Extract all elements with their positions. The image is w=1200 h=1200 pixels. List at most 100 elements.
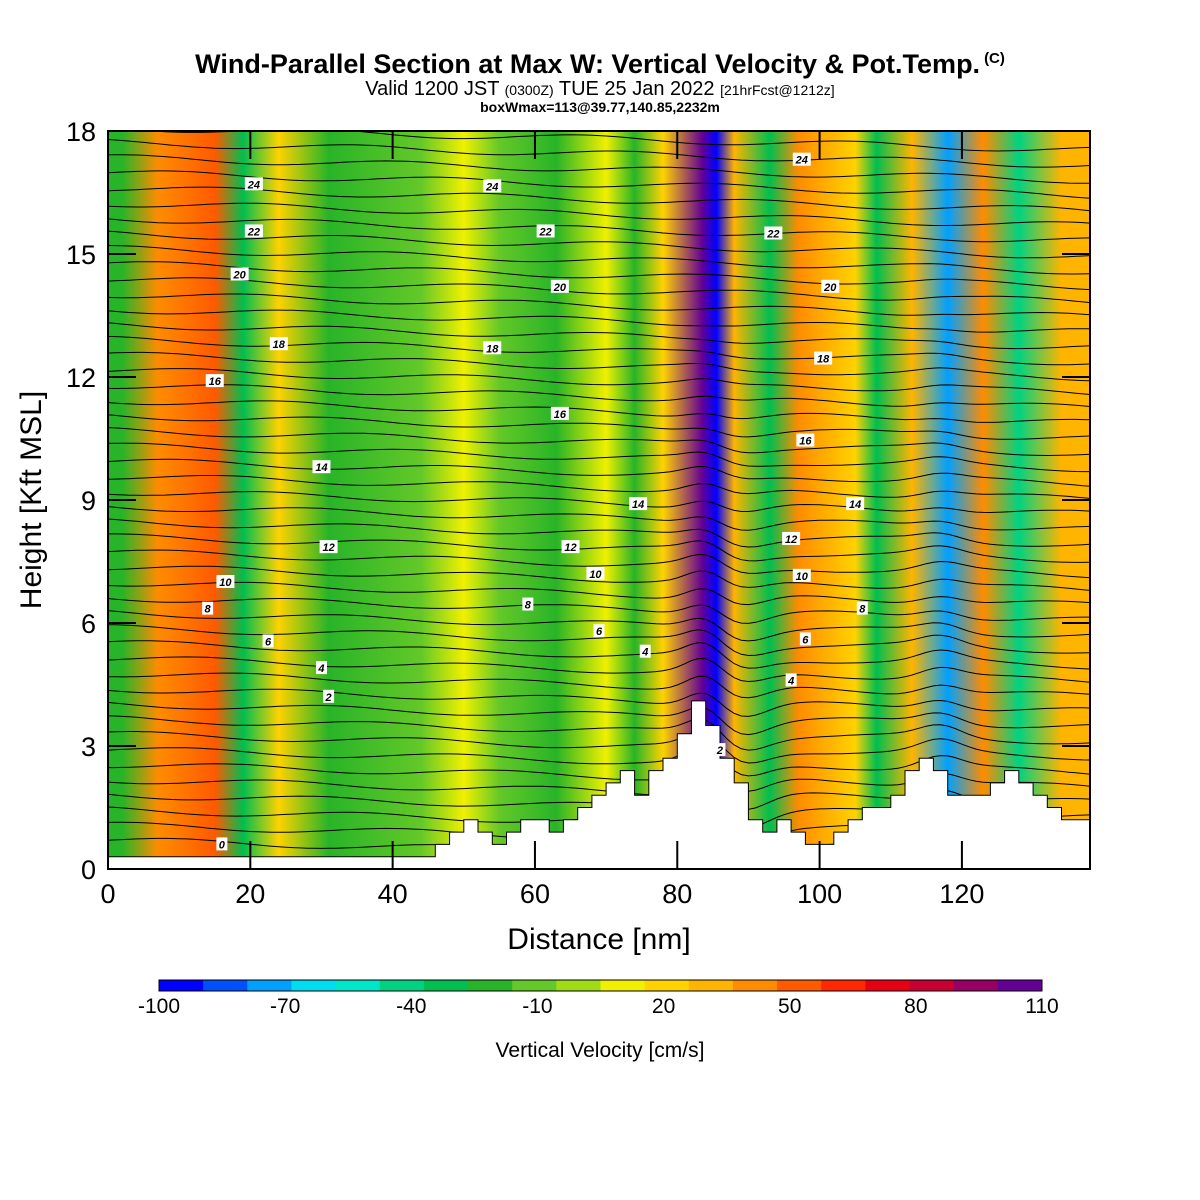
contour-label-text: 2 bbox=[325, 692, 332, 704]
theta-contour-line bbox=[108, 442, 1090, 473]
contour-label-bg bbox=[561, 540, 580, 554]
theta-contour-line bbox=[108, 154, 1090, 184]
chart-title-block: Wind-Parallel Section at Max W: Vertical… bbox=[0, 44, 1200, 114]
y-axis: 0 3 6 9 12 15 18 bbox=[66, 117, 1090, 885]
contour-label-bg bbox=[536, 224, 555, 238]
contour-label-bg bbox=[792, 152, 811, 166]
contour-label-text: 20 bbox=[823, 282, 837, 294]
theta-contour-line bbox=[108, 230, 1090, 259]
colorbar-swatch bbox=[600, 980, 646, 991]
contour-label-text: 14 bbox=[849, 499, 861, 511]
y-tick-label: 15 bbox=[66, 240, 96, 270]
x-tick-label: 60 bbox=[520, 879, 550, 909]
contour-label-bg bbox=[639, 644, 651, 658]
x-tick-label: 100 bbox=[797, 879, 842, 909]
contour-label-bg bbox=[629, 497, 648, 511]
theta-contour-line bbox=[108, 427, 1090, 457]
utc-time: (0300Z) bbox=[504, 82, 554, 98]
contour-label-text: 24 bbox=[485, 181, 498, 193]
contour-label-text: 18 bbox=[817, 354, 830, 366]
contour-label-bg bbox=[323, 689, 335, 703]
contour-label: 2 bbox=[323, 689, 335, 704]
theta-contour-line bbox=[108, 730, 1090, 764]
contour-label: 12 bbox=[782, 531, 801, 546]
contour-label-text: 4 bbox=[317, 663, 324, 675]
contour-label-text: 4 bbox=[787, 675, 794, 687]
valid-time: Valid 1200 JST bbox=[365, 78, 500, 100]
x-tick-label: 40 bbox=[378, 879, 408, 909]
y-tick-label: 9 bbox=[81, 486, 96, 516]
contour-label-text: 16 bbox=[799, 436, 812, 448]
x-axis: 0 20 40 60 80 100 120 bbox=[100, 131, 984, 909]
contour-label: 16 bbox=[550, 406, 569, 421]
x-tick-label: 0 bbox=[100, 879, 115, 909]
contour-label-bg bbox=[244, 177, 263, 191]
theta-contour-line bbox=[108, 518, 1090, 548]
contour-label-text: 20 bbox=[553, 282, 567, 294]
theta-contour-line bbox=[108, 701, 1090, 736]
colorbar-tick-label: -40 bbox=[396, 995, 426, 1018]
colorbar-swatch bbox=[556, 980, 601, 991]
contour-label: 8 bbox=[202, 601, 214, 616]
contour-label-bg bbox=[593, 624, 605, 638]
contour-label: 14 bbox=[312, 460, 331, 474]
contour-label-text: 14 bbox=[632, 499, 644, 511]
colorbar-swatch bbox=[777, 980, 822, 991]
y-tick-label: 0 bbox=[81, 855, 96, 885]
theta-contour-line bbox=[108, 368, 1090, 395]
contour-label-bg bbox=[821, 279, 840, 293]
contour-label: 22 bbox=[536, 224, 555, 238]
colorbar-swatch bbox=[335, 980, 381, 991]
chart-box-info: boxWmax=113@39.77,140.85,2232m bbox=[480, 99, 720, 115]
y-tick-label: 18 bbox=[66, 117, 96, 147]
contour-label: 18 bbox=[269, 337, 288, 351]
theta-contour-line bbox=[108, 715, 1090, 751]
contour-label: 10 bbox=[586, 566, 605, 581]
contour-label: 12 bbox=[561, 540, 580, 554]
contour-label-bg bbox=[269, 337, 288, 351]
contour-label-bg bbox=[230, 267, 249, 281]
contour-label-bg bbox=[586, 566, 605, 580]
contour-label: 16 bbox=[796, 433, 815, 448]
contour-label-bg bbox=[846, 497, 865, 511]
contour-label: 16 bbox=[205, 374, 224, 388]
contour-label-bg bbox=[216, 575, 235, 588]
contour-label-bg bbox=[856, 601, 868, 615]
colorbar-swatch bbox=[379, 980, 425, 991]
contour-label-text: 4 bbox=[641, 647, 648, 659]
contour-label: 18 bbox=[814, 351, 833, 366]
theta-contour-line bbox=[108, 506, 1090, 531]
theta-contour-line bbox=[108, 202, 1090, 226]
contour-label-bg bbox=[483, 179, 502, 193]
colorbar-swatch bbox=[512, 980, 557, 991]
contour-label-text: 8 bbox=[525, 600, 532, 612]
y-tick-label: 12 bbox=[66, 363, 96, 393]
y-tick-label: 3 bbox=[81, 732, 96, 762]
theta-contour-line bbox=[108, 186, 1090, 212]
contour-label-text: 6 bbox=[596, 626, 603, 638]
contour-label-bg bbox=[714, 743, 726, 757]
colorbar-swatch bbox=[423, 980, 469, 991]
contour-label: 8 bbox=[856, 601, 868, 616]
contour-label: 12 bbox=[319, 540, 338, 554]
colorbar-tick-label: -70 bbox=[270, 995, 300, 1018]
contour-label: 20 bbox=[230, 267, 249, 282]
theta-contour-line bbox=[146, 131, 1090, 152]
chart-title-text: Wind-Parallel Section at Max W: Vertical… bbox=[195, 49, 981, 79]
theta-contour-line bbox=[108, 351, 1090, 382]
x-tick-label: 20 bbox=[235, 879, 265, 909]
theta-contour-line bbox=[108, 688, 1090, 717]
contour-label-bg bbox=[522, 597, 534, 611]
contour-label: 20 bbox=[550, 279, 569, 294]
theta-contour-line bbox=[108, 400, 1090, 423]
contour-label: 14 bbox=[846, 497, 865, 511]
contour-label-text: 12 bbox=[564, 542, 576, 554]
contour-label-bg bbox=[550, 406, 569, 420]
colorbar-tick-label: 20 bbox=[652, 995, 675, 1018]
contour-label: 8 bbox=[522, 597, 534, 612]
copyright-mark: (C) bbox=[984, 50, 1005, 67]
contour-label-bg bbox=[799, 632, 811, 646]
colorbar-swatch bbox=[997, 980, 1043, 991]
